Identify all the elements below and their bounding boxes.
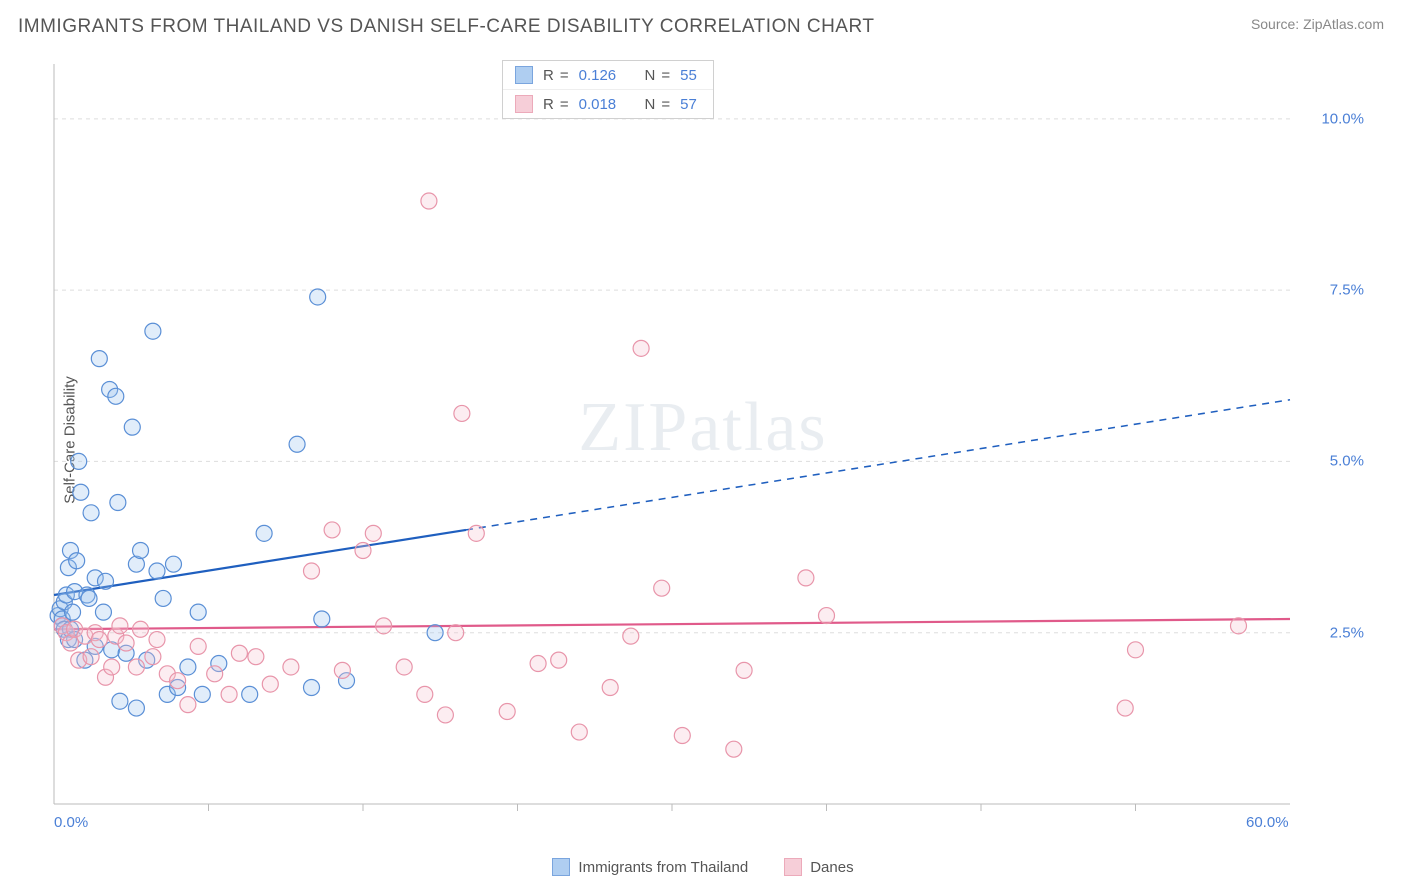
y-tick-label: 7.5% (1330, 282, 1364, 299)
scatter-svg (48, 58, 1350, 840)
series-label: Immigrants from Thailand (578, 859, 748, 876)
correlation-legend-row: R = 0.126 N = 55 (503, 61, 713, 89)
swatch-icon (784, 858, 802, 876)
n-label: N (645, 67, 656, 84)
r-value: 0.018 (579, 96, 617, 113)
correlation-legend-row: R = 0.018 N = 57 (503, 89, 713, 118)
series-legend-item: Immigrants from Thailand (552, 858, 748, 876)
series-legend: Immigrants from Thailand Danes (0, 858, 1406, 876)
series-legend-item: Danes (784, 858, 853, 876)
x-tick-label: 0.0% (54, 814, 88, 831)
swatch-icon (552, 858, 570, 876)
source-attribution: Source: ZipAtlas.com (1251, 16, 1384, 32)
swatch-icon (515, 66, 533, 84)
n-value: 57 (680, 96, 697, 113)
y-tick-label: 5.0% (1330, 453, 1364, 470)
source-prefix: Source: (1251, 16, 1303, 32)
swatch-icon (515, 95, 533, 113)
y-tick-label: 2.5% (1330, 624, 1364, 641)
r-label: R (543, 67, 554, 84)
n-label: N (645, 96, 656, 113)
r-value: 0.126 (579, 67, 617, 84)
chart-title: IMMIGRANTS FROM THAILAND VS DANISH SELF-… (18, 16, 874, 38)
y-tick-label: 10.0% (1321, 110, 1364, 127)
source-name: ZipAtlas.com (1303, 16, 1384, 32)
plot-area (48, 58, 1350, 840)
n-value: 55 (680, 67, 697, 84)
chart-container: IMMIGRANTS FROM THAILAND VS DANISH SELF-… (0, 0, 1406, 892)
correlation-legend: R = 0.126 N = 55 R = 0.018 N = 57 (502, 60, 714, 119)
x-tick-label: 60.0% (1246, 814, 1289, 831)
series-label: Danes (810, 859, 853, 876)
r-label: R (543, 96, 554, 113)
